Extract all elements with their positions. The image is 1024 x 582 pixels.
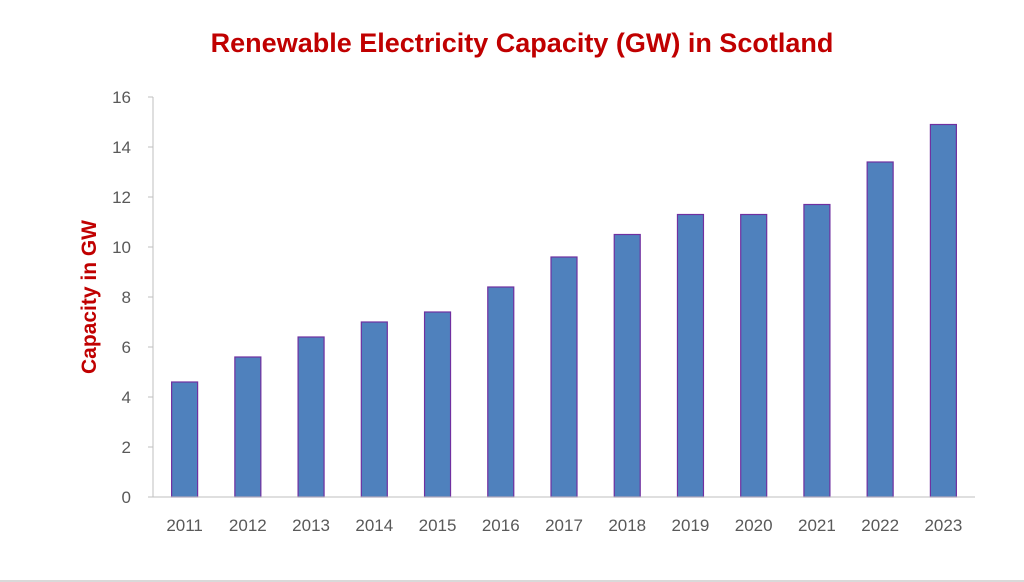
x-tick-label: 2022: [861, 516, 899, 535]
bottom-divider: [0, 580, 1024, 582]
x-tick-label: 2018: [608, 516, 646, 535]
bar-2018: [613, 233, 641, 498]
bars-group: [171, 123, 957, 498]
chart-title: Renewable Electricity Capacity (GW) in S…: [210, 28, 834, 58]
bar-2017: [550, 256, 578, 498]
y-tick-label: 8: [122, 288, 131, 307]
y-tick-label: 12: [112, 188, 131, 207]
x-tick-label: 2020: [735, 516, 773, 535]
x-tick-label: 2016: [482, 516, 520, 535]
y-tick-label: 14: [112, 138, 131, 157]
y-tick-label: 0: [122, 488, 131, 507]
y-tick-label: 4: [122, 388, 131, 407]
y-axis-label-group: Capacity in GW: [78, 220, 101, 374]
x-axis-ticks: 2011 2012 2013 2014 2015 2016 2017 2018 2019 2020…: [166, 516, 962, 535]
bar-2016: [487, 286, 515, 498]
bar-2011: [171, 381, 199, 498]
y-tick-label: 6: [122, 338, 131, 357]
x-tick-label: 2014: [355, 516, 393, 535]
x-tick-label: 2019: [672, 516, 710, 535]
bar-2023: [929, 123, 957, 498]
bar-2012: [234, 356, 262, 498]
bar-2019: [676, 213, 705, 498]
x-tick-label: 2021: [798, 516, 836, 535]
x-tick-label: 2017: [545, 516, 583, 535]
bar-2015: [423, 311, 452, 498]
y-tick-label: 2: [122, 438, 131, 457]
x-tick-label: 2015: [419, 516, 457, 535]
y-tick-label: 16: [112, 88, 131, 107]
bar-2014: [360, 321, 388, 498]
x-tick-label: 2011: [166, 516, 203, 535]
x-tick-label: 2012: [229, 516, 267, 535]
bar-2021: [803, 203, 831, 498]
bar-2013: [297, 336, 325, 498]
y-tick-label: 10: [112, 238, 131, 257]
y-axis-label: Capacity in GW: [78, 220, 101, 374]
x-tick-label: 2013: [292, 516, 330, 535]
bar-2020: [740, 213, 768, 498]
y-axis-ticks: 0 2 4 6 8 10 12 14 16: [112, 88, 153, 507]
x-tick-label: 2023: [924, 516, 962, 535]
bar-2022: [866, 161, 894, 498]
